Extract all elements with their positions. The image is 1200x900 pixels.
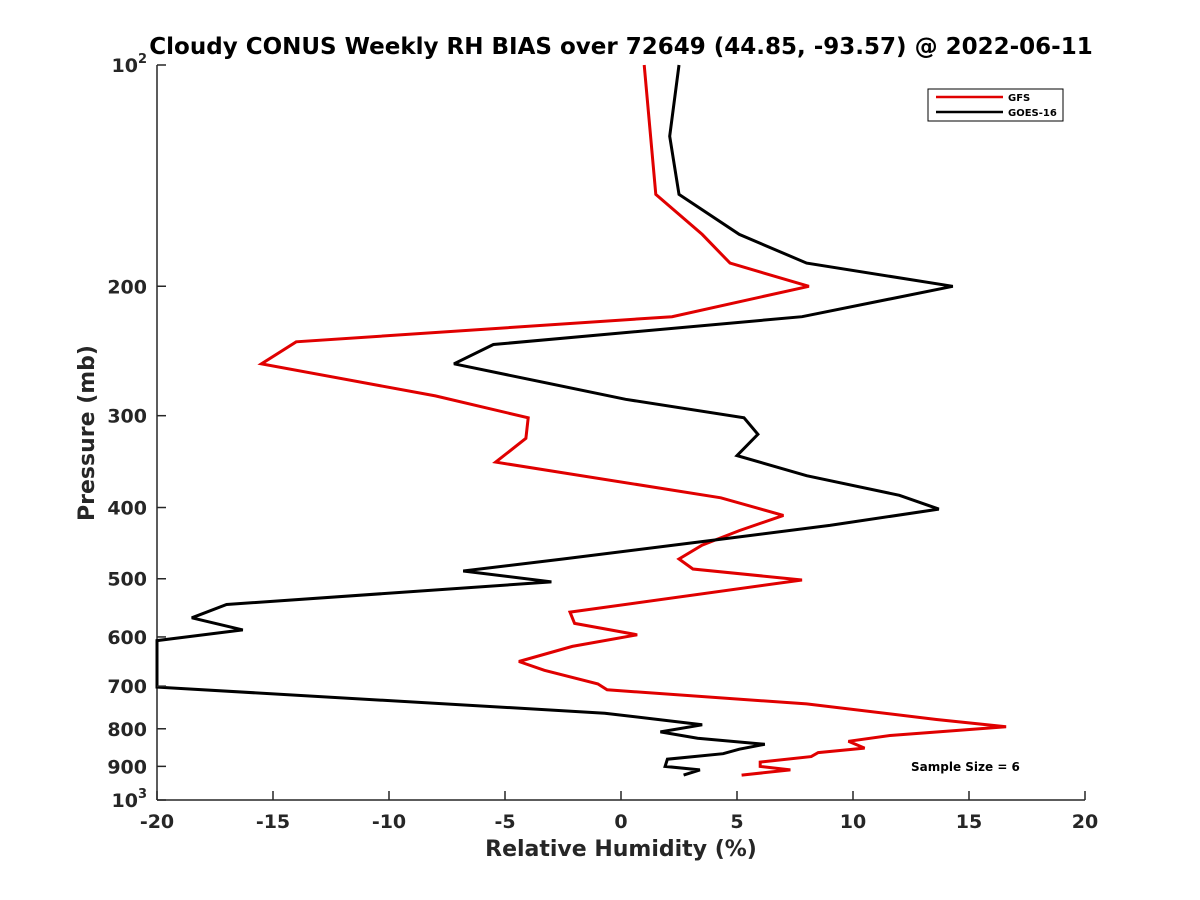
sample-size-annotation: Sample Size = 6 bbox=[911, 760, 1020, 774]
legend-box bbox=[927, 88, 1064, 122]
x-tick-label: -20 bbox=[140, 811, 174, 833]
y-tick-label: 102 bbox=[112, 52, 148, 77]
y-tick-label: 103 bbox=[112, 787, 148, 812]
y-tick-label: 200 bbox=[107, 276, 147, 298]
y-axis-label: Pressure (mb) bbox=[75, 345, 100, 521]
y-tick-base: 10 bbox=[112, 55, 138, 77]
legend-label-goes16: GOES-16 bbox=[1008, 108, 1057, 119]
y-tick-exponent: 3 bbox=[138, 787, 147, 802]
y-tick-exponent: 2 bbox=[138, 52, 147, 67]
chart-title: Cloudy CONUS Weekly RH BIAS over 72649 (… bbox=[149, 34, 1092, 60]
series-layer bbox=[155, 64, 1007, 777]
legend-label-gfs: GFS bbox=[1008, 93, 1030, 104]
y-tick-label: 500 bbox=[107, 569, 147, 591]
x-tick-label: 20 bbox=[1072, 811, 1098, 833]
x-tick-label: 10 bbox=[840, 811, 866, 833]
y-tick-label: 900 bbox=[107, 756, 147, 778]
y-tick-base: 10 bbox=[112, 790, 138, 812]
x-tick-label: -15 bbox=[256, 811, 290, 833]
x-tick-label: -5 bbox=[494, 811, 515, 833]
x-tick-label: 15 bbox=[956, 811, 982, 833]
x-tick-label: -10 bbox=[372, 811, 406, 833]
y-tick-label: 800 bbox=[107, 719, 147, 741]
y-tick-label: 600 bbox=[107, 627, 147, 649]
series-line-gfs bbox=[257, 64, 1007, 777]
y-tick-label: 700 bbox=[107, 676, 147, 698]
x-axis-label: Relative Humidity (%) bbox=[485, 837, 757, 862]
x-tick-label: 0 bbox=[614, 811, 627, 833]
legend: GFS GOES-16 bbox=[927, 88, 1064, 122]
ticks-layer: -20 -15 -10 -5 0 5 10 15 20102200300400500600700… bbox=[107, 52, 1098, 833]
y-tick-label: 300 bbox=[107, 406, 147, 428]
y-tick-label: 400 bbox=[107, 498, 147, 520]
x-tick-label: 5 bbox=[730, 811, 743, 833]
series-line-goes16 bbox=[155, 64, 954, 777]
